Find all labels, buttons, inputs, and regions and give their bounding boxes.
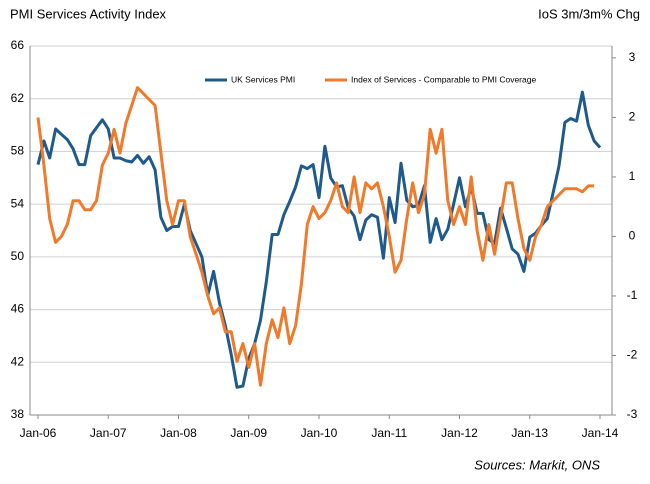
x-tick-label: Jan-12	[441, 426, 478, 440]
y2-tick-label: 2	[629, 110, 636, 124]
y-tick-label: 58	[11, 144, 25, 158]
y-tick-label: 46	[11, 302, 25, 316]
y2-tick-label: -3	[627, 407, 638, 421]
y-tick-label: 38	[11, 407, 25, 421]
x-tick-label: Jan-10	[301, 426, 338, 440]
y2-title: IoS 3m/3m% Chg	[538, 6, 640, 21]
y2-tick-label: 0	[629, 229, 636, 243]
y-tick-label: 66	[11, 38, 25, 52]
source: Sources: Markit, ONS	[474, 457, 600, 472]
legend-label: Index of Services - Comparable to PMI Co…	[351, 74, 536, 84]
y-tick-label: 62	[11, 91, 25, 105]
x-tick-label: Jan-06	[20, 426, 57, 440]
x-tick-label: Jan-13	[511, 426, 548, 440]
x-tick-label: Jan-09	[230, 426, 267, 440]
y2-tick-label: -1	[627, 288, 638, 302]
y-tick-label: 54	[11, 196, 25, 210]
x-tick-label: Jan-11	[371, 426, 407, 440]
y2-tick-label: -2	[627, 348, 638, 362]
x-tick-label: Jan-07	[90, 426, 127, 440]
y2-tick-label: 3	[629, 50, 636, 64]
chart-title: PMI Services Activity Index	[10, 6, 167, 21]
series-line	[36, 90, 602, 389]
y-tick-label: 50	[11, 249, 25, 263]
y-tick-label: 42	[11, 354, 25, 368]
x-tick-label: Jan-08	[160, 426, 197, 440]
x-tick-label: Jan-14	[582, 426, 619, 440]
series-line	[36, 86, 595, 387]
y2-tick-label: 1	[629, 169, 636, 183]
legend-label: UK Services PMI	[231, 74, 295, 84]
